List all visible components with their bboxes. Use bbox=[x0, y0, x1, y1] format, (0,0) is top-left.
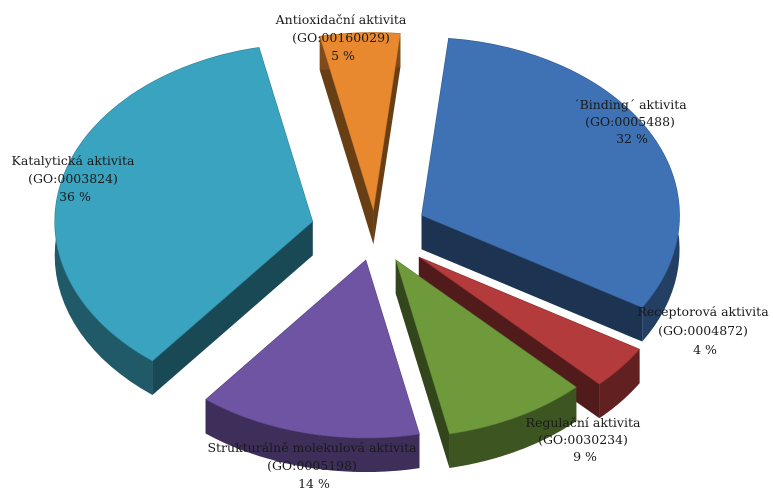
slice-label-strukturalne: Strukturálně molekulová aktivita (GO:000… bbox=[207, 440, 420, 491]
slice-label-regulacni: Regulační aktivita (GO:0030234) 9 % bbox=[526, 415, 645, 464]
slice-top-1 bbox=[421, 38, 680, 308]
slice-wall bbox=[421, 215, 643, 342]
pie-slice bbox=[395, 259, 577, 469]
slice-wall bbox=[395, 259, 450, 469]
slice-top-5 bbox=[54, 47, 314, 362]
slice-label-antioxidacni: Antioxidační aktivita (GO:00160029) 5 % bbox=[275, 12, 411, 63]
slice-wall bbox=[319, 36, 374, 245]
slice-top-3 bbox=[395, 259, 577, 435]
pie-slice bbox=[54, 47, 314, 395]
pie-slice bbox=[319, 32, 401, 245]
slice-wall bbox=[152, 221, 313, 395]
pie-slice bbox=[205, 259, 420, 473]
slice-side bbox=[449, 387, 577, 469]
slice-label-katalyticka: Katalytická aktivita (GO:0003824) 36 % bbox=[12, 153, 139, 204]
slice-label-binding: ´Binding´ aktivita (GO:0005488) 32 % bbox=[573, 97, 690, 146]
slice-top-4 bbox=[205, 259, 420, 439]
slice-label-receptor: Receptorová aktivita (GO:0004872) 4 % bbox=[637, 304, 772, 357]
slice-wall bbox=[373, 33, 401, 245]
slice-top-2 bbox=[418, 256, 641, 385]
slice-side bbox=[599, 349, 640, 419]
slice-side bbox=[205, 399, 420, 473]
slice-top-6 bbox=[319, 32, 401, 211]
pie-slice bbox=[421, 38, 680, 342]
pie-slices bbox=[54, 32, 680, 473]
pie-slice bbox=[418, 256, 641, 419]
